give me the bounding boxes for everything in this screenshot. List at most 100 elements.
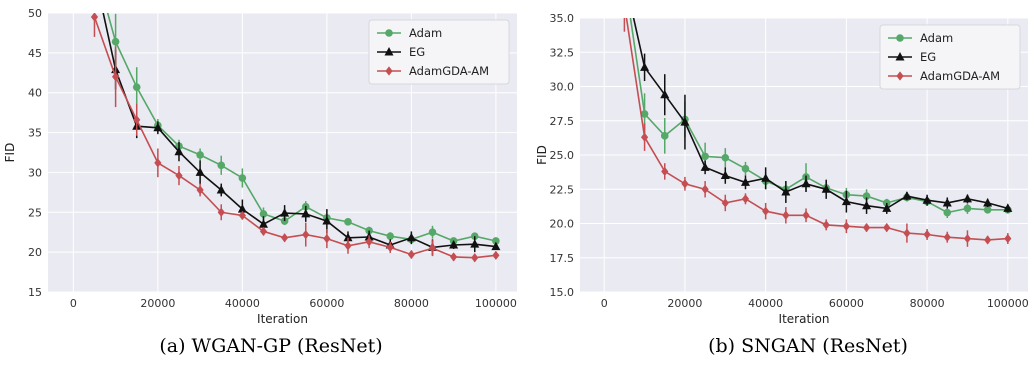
legend-marker <box>384 47 394 56</box>
data-point <box>428 228 437 237</box>
data-point <box>195 167 205 176</box>
data-point <box>782 210 790 220</box>
series-eg <box>632 18 1013 214</box>
legend-item: EG <box>888 50 936 64</box>
data-point <box>821 184 831 193</box>
y-tick-label: 30 <box>28 166 42 179</box>
legend-item: AdamGDA-AM <box>377 64 489 78</box>
y-tick-label: 30.0 <box>550 81 575 94</box>
y-tick-label: 27.5 <box>550 115 575 128</box>
legend-item: Adam <box>888 31 953 45</box>
y-tick-label: 45 <box>28 47 42 60</box>
chart-panel-b: 0 20000 40000 60000 80000 100000 15.0 17.5 20.0 2… <box>535 0 1029 326</box>
legend-label: AdamGDA-AM <box>920 69 1000 83</box>
y-axis-label: FID <box>3 143 17 163</box>
x-tick-label: 60000 <box>309 297 344 310</box>
data-point <box>492 237 500 245</box>
data-point <box>259 210 268 218</box>
data-point <box>681 179 689 189</box>
data-point <box>322 216 332 225</box>
y-tick-label: 17.5 <box>550 252 575 265</box>
y-tick-label: 15.0 <box>550 286 575 299</box>
data-point <box>280 208 290 217</box>
x-axis-label: Iteration <box>257 312 308 326</box>
x-tick-label: 0 <box>601 297 608 310</box>
series-line <box>632 18 1009 210</box>
data-point <box>943 232 951 242</box>
data-point <box>281 233 289 243</box>
x-tick-label: 80000 <box>394 297 429 310</box>
data-point <box>386 232 395 240</box>
data-point <box>450 252 458 262</box>
data-point <box>761 173 771 182</box>
data-point <box>862 223 871 233</box>
data-point <box>174 146 184 156</box>
y-tick-label: 20 <box>28 246 42 259</box>
data-point <box>903 228 911 238</box>
data-point <box>386 242 394 252</box>
data-point <box>1003 203 1013 212</box>
data-point <box>406 232 416 242</box>
data-point <box>721 153 730 162</box>
data-point <box>492 250 500 260</box>
y-tick-label: 35 <box>28 127 42 140</box>
data-point <box>640 62 650 71</box>
data-point <box>841 196 851 206</box>
y-tick-label: 25 <box>28 206 42 219</box>
data-point <box>740 177 750 186</box>
data-point <box>660 132 669 140</box>
data-point <box>153 122 163 132</box>
x-tick-label: 40000 <box>748 297 783 310</box>
y-tick-label: 25.0 <box>550 149 575 162</box>
caption-b: (b) SNGAN (ResNet) <box>708 335 908 357</box>
data-point <box>680 117 690 126</box>
legend-label: EG <box>409 45 425 59</box>
caption-a: (a) WGAN-GP (ResNet) <box>159 335 383 357</box>
x-tick-label: 80000 <box>910 297 945 310</box>
data-point <box>984 235 992 245</box>
data-point <box>1004 233 1012 244</box>
x-tick-label: 100000 <box>987 297 1029 310</box>
data-point <box>701 152 709 161</box>
data-point <box>621 0 628 9</box>
data-point <box>902 191 912 200</box>
data-point <box>258 219 268 228</box>
y-axis-label: FID <box>535 145 549 165</box>
series-layer <box>90 13 501 263</box>
series-adamgda-am <box>621 0 1012 247</box>
data-point <box>801 178 811 188</box>
data-point <box>983 197 993 207</box>
x-tick-label: 20000 <box>667 297 702 310</box>
data-point <box>132 83 141 91</box>
legend-marker <box>385 29 393 37</box>
data-point <box>862 192 871 200</box>
data-point <box>781 186 791 196</box>
data-point <box>259 226 268 237</box>
data-point <box>640 132 649 142</box>
data-point <box>133 115 141 125</box>
legend: Adam EG AdamGDA-AM <box>368 19 510 85</box>
x-tick-label: 0 <box>70 297 77 310</box>
data-point <box>661 166 669 177</box>
data-point <box>175 171 183 181</box>
data-point <box>882 203 892 212</box>
data-point <box>762 206 770 216</box>
data-point <box>721 198 729 208</box>
data-point <box>428 243 437 253</box>
data-point <box>660 89 670 99</box>
data-point <box>962 193 972 203</box>
data-point <box>216 184 226 194</box>
y-tick-label: 35.0 <box>550 12 575 25</box>
data-point <box>238 210 246 221</box>
data-point <box>344 218 352 226</box>
legend-label: EG <box>920 50 936 64</box>
legend-marker <box>895 52 905 61</box>
data-point <box>471 253 479 263</box>
x-tick-label: 60000 <box>829 297 864 310</box>
data-point <box>943 208 952 217</box>
data-point <box>217 207 225 217</box>
y-tick-label: 15 <box>28 286 42 299</box>
data-point <box>365 237 373 247</box>
data-point <box>111 37 120 46</box>
